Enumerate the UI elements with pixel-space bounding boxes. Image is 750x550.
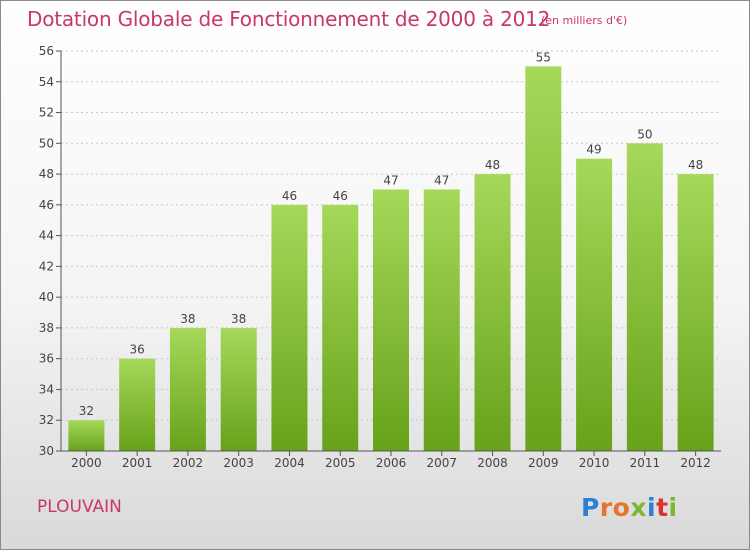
y-tick-label: 36: [39, 352, 54, 366]
commune-name: PLOUVAIN: [37, 497, 122, 517]
x-tick-label: 2001: [122, 456, 153, 470]
y-tick-label: 38: [39, 321, 54, 335]
x-tick-label: 2008: [477, 456, 508, 470]
y-tick-label: 32: [39, 413, 54, 427]
data-label: 47: [434, 173, 449, 187]
x-tick-label: 2011: [630, 456, 661, 470]
x-tick-label: 2006: [376, 456, 407, 470]
bar: [220, 327, 257, 451]
data-label: 48: [688, 158, 703, 172]
data-label: 38: [231, 312, 246, 326]
y-tick-label: 54: [39, 75, 54, 89]
chart-title: Dotation Globale de Fonctionnement de 20…: [27, 7, 551, 31]
x-tick-label: 2003: [223, 456, 254, 470]
chart-unit: (en milliers d'€): [541, 14, 628, 27]
proxiti-logo: Proxiti: [581, 493, 678, 522]
bar: [119, 358, 156, 451]
data-label: 36: [130, 343, 145, 357]
y-tick-label: 48: [39, 167, 54, 181]
logo-letter: o: [612, 493, 631, 522]
axes: [56, 50, 721, 456]
x-tick-label: 2009: [528, 456, 559, 470]
logo-letter: r: [599, 493, 613, 522]
logo-letter: x: [630, 493, 647, 522]
x-tick-label: 2005: [325, 456, 356, 470]
bar: [373, 189, 409, 451]
bar: [322, 204, 359, 451]
x-tick-label: 2000: [71, 456, 102, 470]
data-label: 48: [485, 158, 500, 172]
bar: [68, 420, 105, 451]
data-label: 32: [79, 404, 94, 418]
y-tick-label: 50: [39, 136, 54, 150]
data-label: 38: [180, 312, 195, 326]
data-label: 50: [637, 127, 652, 141]
logo-letter: i: [647, 493, 657, 522]
bar: [525, 66, 562, 451]
y-tick-label: 56: [39, 44, 54, 58]
x-tick-label: 2010: [579, 456, 610, 470]
data-label: 55: [536, 50, 551, 64]
labels: 30 32 34 36 38 40 42 44 46 48 50 52 54 56 32 2000 36 2001…: [39, 44, 711, 470]
y-tick-label: 42: [39, 259, 54, 273]
y-tick-label: 34: [39, 382, 54, 396]
bar: [677, 174, 714, 452]
bar: [576, 158, 613, 451]
data-label: 49: [586, 143, 601, 157]
bar: [169, 327, 206, 451]
y-tick-label: 46: [39, 198, 54, 212]
logo-letter: t: [656, 493, 669, 522]
x-tick-label: 2007: [426, 456, 457, 470]
logo-letter: i: [668, 493, 678, 522]
bar: [423, 189, 460, 451]
data-label: 47: [383, 173, 398, 187]
x-tick-label: 2012: [680, 456, 711, 470]
x-tick-label: 2002: [173, 456, 204, 470]
x-tick-label: 2004: [274, 456, 305, 470]
bar: [626, 143, 663, 452]
bars: [68, 66, 714, 452]
y-tick-label: 30: [39, 444, 54, 458]
data-label: 46: [282, 189, 297, 203]
bar: [474, 174, 511, 452]
y-tick-label: 52: [39, 106, 54, 120]
y-tick-label: 44: [39, 229, 54, 243]
y-tick-label: 40: [39, 290, 54, 304]
logo-letter: P: [581, 493, 600, 522]
bar: [271, 204, 308, 451]
data-label: 46: [333, 189, 348, 203]
